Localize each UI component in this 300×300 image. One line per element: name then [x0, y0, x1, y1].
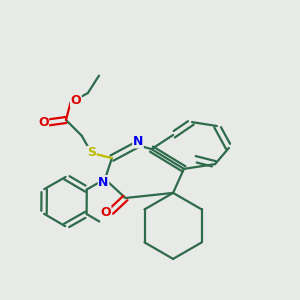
Text: N: N	[133, 135, 143, 148]
Text: O: O	[100, 206, 111, 220]
Text: O: O	[70, 94, 81, 107]
Text: S: S	[87, 146, 96, 160]
Text: O: O	[38, 116, 49, 129]
Text: N: N	[98, 176, 109, 189]
